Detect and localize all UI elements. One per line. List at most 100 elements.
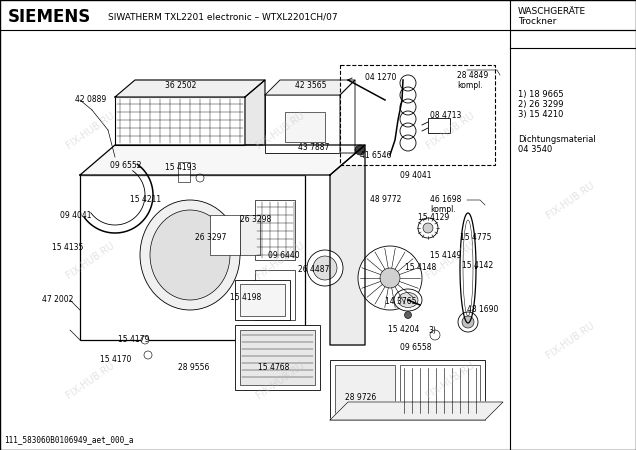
Text: 15 4142: 15 4142 — [462, 261, 494, 270]
Text: 04 3540: 04 3540 — [518, 145, 552, 154]
Circle shape — [404, 311, 411, 319]
Text: 09 6440: 09 6440 — [268, 251, 300, 260]
Ellipse shape — [394, 289, 422, 311]
Text: 15 4768: 15 4768 — [258, 364, 289, 373]
Bar — [400, 365, 480, 415]
Bar — [178, 162, 190, 182]
Polygon shape — [330, 145, 365, 345]
Circle shape — [228, 234, 236, 242]
Text: 15 4204: 15 4204 — [388, 325, 419, 334]
Polygon shape — [340, 80, 355, 153]
Text: 08 4713: 08 4713 — [430, 111, 461, 120]
Text: 42 3565: 42 3565 — [295, 81, 326, 90]
Text: 48 1690: 48 1690 — [467, 306, 499, 315]
Circle shape — [313, 256, 337, 280]
Bar — [265, 95, 340, 153]
Text: FIX-HUB.RU: FIX-HUB.RU — [254, 240, 306, 280]
Bar — [210, 215, 240, 255]
Bar — [235, 280, 290, 320]
Text: 09 6558: 09 6558 — [400, 343, 431, 352]
Bar — [255, 270, 295, 320]
Text: 26 3297: 26 3297 — [195, 234, 226, 243]
Circle shape — [380, 268, 400, 288]
Bar — [330, 360, 485, 420]
Text: 42 0889: 42 0889 — [75, 95, 106, 104]
Text: 09 6552: 09 6552 — [110, 161, 141, 170]
Text: 15 4211: 15 4211 — [130, 195, 161, 204]
Text: WASCHGERÄTE: WASCHGERÄTE — [518, 8, 586, 17]
Text: 111_583060B0106949_aet_000_a: 111_583060B0106949_aet_000_a — [4, 436, 134, 445]
Text: 28 9726: 28 9726 — [345, 393, 377, 402]
Bar — [285, 112, 325, 142]
Text: 15 4129: 15 4129 — [418, 213, 449, 222]
Text: FIX-HUB.RU: FIX-HUB.RU — [64, 360, 116, 400]
Text: 15 4149: 15 4149 — [430, 251, 461, 260]
Text: FIX-HUB.RU: FIX-HUB.RU — [254, 360, 306, 400]
Text: 26 4487: 26 4487 — [298, 266, 329, 274]
Text: 47 2002: 47 2002 — [42, 296, 73, 305]
Circle shape — [144, 351, 152, 359]
Circle shape — [358, 246, 422, 310]
Bar — [255, 200, 295, 260]
Circle shape — [355, 145, 365, 155]
Text: 43 7887: 43 7887 — [298, 144, 329, 153]
Bar — [240, 330, 315, 385]
Text: 36 2502: 36 2502 — [165, 81, 197, 90]
Circle shape — [418, 218, 438, 238]
Text: 3) 15 4210: 3) 15 4210 — [518, 111, 563, 120]
Bar — [340, 65, 495, 165]
Polygon shape — [115, 80, 265, 97]
Text: 3): 3) — [428, 325, 436, 334]
Text: Trockner: Trockner — [518, 18, 556, 27]
Circle shape — [307, 250, 343, 286]
Text: 15 4198: 15 4198 — [230, 293, 261, 302]
Text: 15 4135: 15 4135 — [52, 243, 83, 252]
Bar — [235, 325, 320, 390]
Polygon shape — [330, 402, 503, 420]
Polygon shape — [265, 80, 355, 95]
Text: 28 9556: 28 9556 — [178, 364, 209, 373]
Text: 48 9772: 48 9772 — [370, 195, 401, 204]
Text: 04 1270: 04 1270 — [365, 73, 396, 82]
Text: FIX-HUB.RU: FIX-HUB.RU — [254, 110, 306, 150]
Text: SIEMENS: SIEMENS — [8, 8, 91, 26]
Text: FIX-HUB.RU: FIX-HUB.RU — [64, 240, 116, 280]
Text: 15 4193: 15 4193 — [165, 163, 197, 172]
Text: kompl.: kompl. — [430, 204, 456, 213]
Text: FIX-HUB.RU: FIX-HUB.RU — [544, 320, 596, 360]
Text: FIX-HUB.RU: FIX-HUB.RU — [64, 110, 116, 150]
Circle shape — [458, 312, 478, 332]
Bar — [80, 175, 305, 340]
Ellipse shape — [150, 210, 230, 300]
Text: FIX-HUB.RU: FIX-HUB.RU — [544, 180, 596, 220]
Text: 1) 18 9665: 1) 18 9665 — [518, 90, 563, 99]
Polygon shape — [245, 80, 265, 145]
Bar — [428, 118, 450, 133]
Text: FIX-HUB.RU: FIX-HUB.RU — [424, 360, 476, 400]
Polygon shape — [80, 145, 365, 175]
Text: kompl.: kompl. — [457, 81, 483, 90]
Ellipse shape — [398, 292, 418, 307]
Circle shape — [196, 174, 204, 182]
Text: 15 4170: 15 4170 — [100, 356, 132, 364]
Circle shape — [462, 316, 474, 328]
Bar — [335, 365, 395, 415]
Text: 26 3298: 26 3298 — [240, 216, 271, 225]
Text: SIWATHERM TXL2201 electronic – WTXL2201CH/07: SIWATHERM TXL2201 electronic – WTXL2201C… — [108, 13, 338, 22]
Text: 15 4775: 15 4775 — [460, 234, 492, 243]
Text: 41 6546: 41 6546 — [360, 150, 392, 159]
Text: 15 4179: 15 4179 — [118, 336, 149, 345]
Circle shape — [430, 330, 440, 340]
Text: FIX-HUB.RU: FIX-HUB.RU — [424, 240, 476, 280]
Text: 28 4849: 28 4849 — [457, 72, 488, 81]
Text: 09 4041: 09 4041 — [400, 171, 431, 180]
Text: Dichtungsmaterial: Dichtungsmaterial — [518, 135, 596, 144]
Circle shape — [423, 223, 433, 233]
Bar — [115, 97, 245, 145]
Text: 15 4148: 15 4148 — [405, 264, 436, 273]
Text: 2) 26 3299: 2) 26 3299 — [518, 100, 563, 109]
Ellipse shape — [140, 200, 240, 310]
Circle shape — [141, 336, 149, 344]
Text: 46 1698: 46 1698 — [430, 195, 461, 204]
Bar — [240, 284, 285, 316]
